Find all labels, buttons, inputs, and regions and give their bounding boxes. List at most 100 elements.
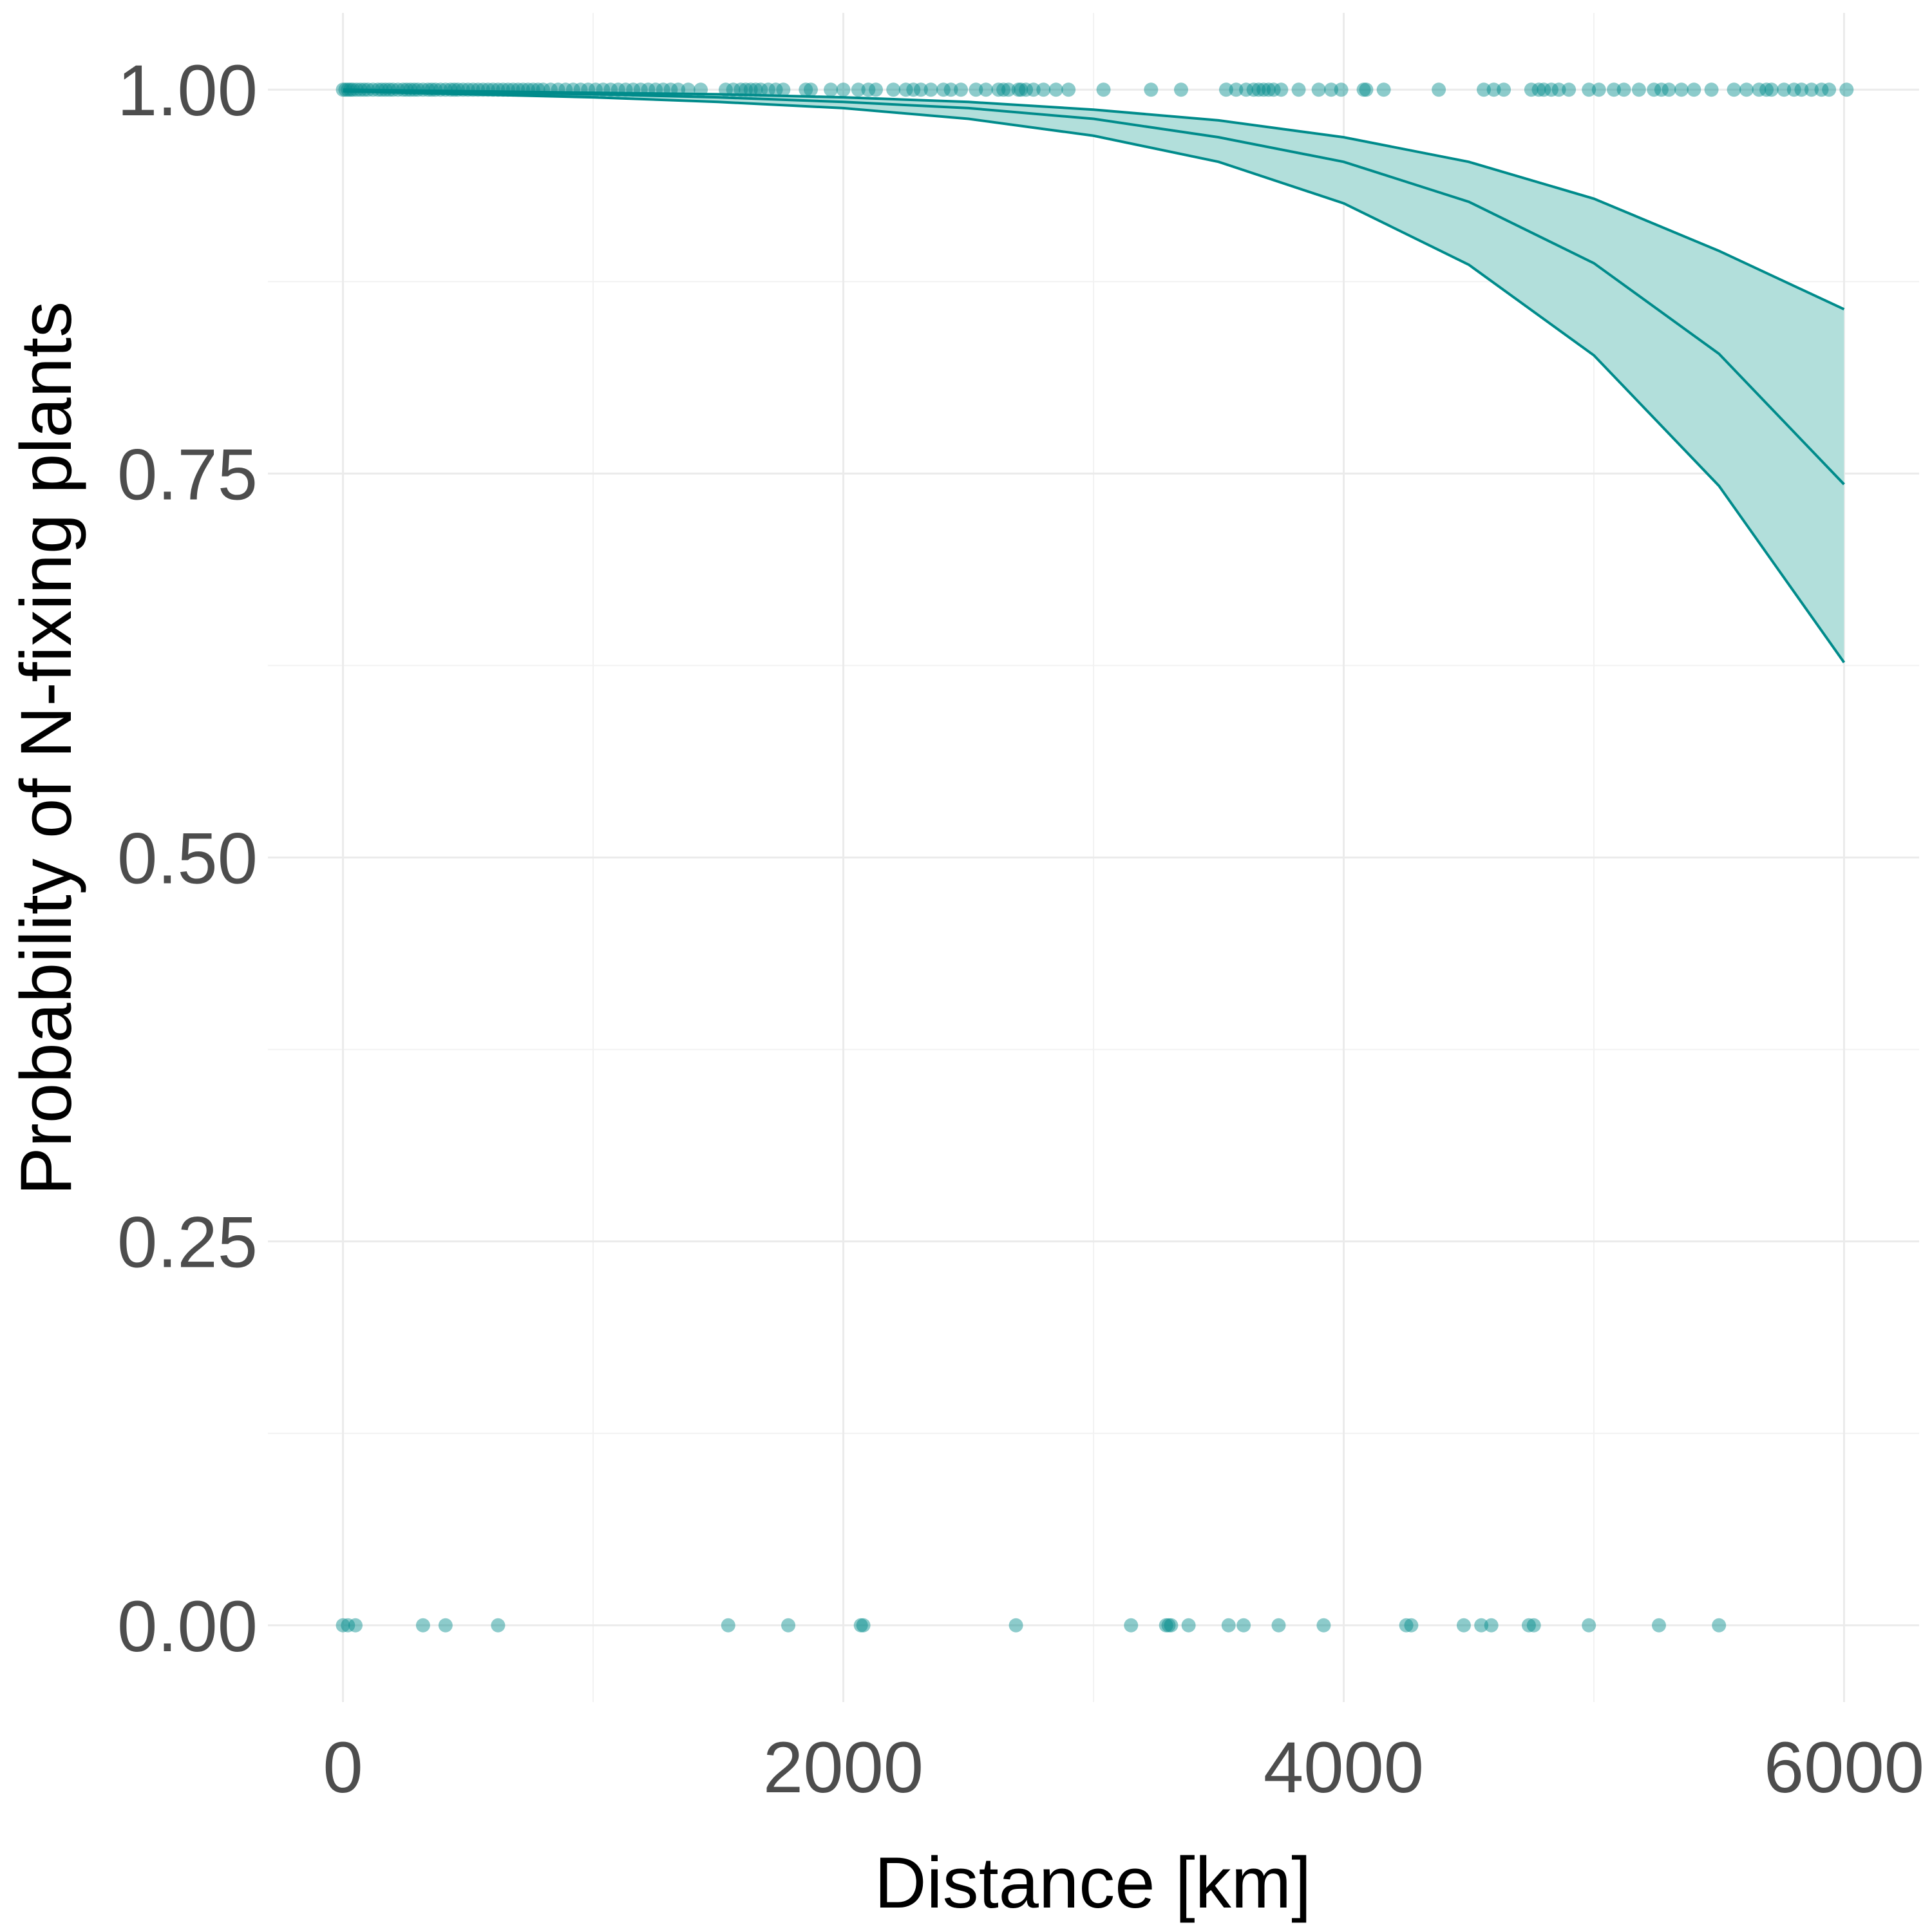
fit-lines-layer bbox=[343, 88, 1846, 663]
data-point bbox=[1704, 82, 1719, 97]
data-point bbox=[1356, 82, 1371, 97]
data-point bbox=[1026, 82, 1041, 97]
data-point bbox=[1582, 1618, 1596, 1633]
data-point bbox=[1764, 82, 1779, 97]
data-point bbox=[1712, 1618, 1727, 1633]
x-tick-label: 0 bbox=[323, 1727, 363, 1808]
data-point bbox=[491, 1618, 506, 1633]
y-tick-label: 0.50 bbox=[117, 819, 258, 899]
data-point bbox=[1591, 82, 1606, 97]
data-point bbox=[1334, 82, 1349, 97]
data-point bbox=[1544, 82, 1558, 97]
data-point bbox=[336, 1618, 350, 1633]
data-point bbox=[1221, 1618, 1236, 1633]
data-point bbox=[1404, 1618, 1419, 1633]
data-point bbox=[1144, 82, 1159, 97]
data-point bbox=[1786, 82, 1801, 97]
data-point bbox=[1161, 1618, 1176, 1633]
y-tick-label: 0.25 bbox=[117, 1202, 258, 1283]
y-axis-title: Probability of N-fixing plants bbox=[6, 301, 86, 1195]
tick-labels-layer: 0 2000 4000 6000 0.00 0.25 0.50 0.75 1.00 bbox=[117, 50, 1924, 1808]
data-point bbox=[438, 1618, 453, 1633]
data-point bbox=[739, 82, 753, 97]
data-point bbox=[853, 1618, 868, 1633]
data-point bbox=[943, 82, 958, 97]
data-point bbox=[1654, 82, 1669, 97]
data-point bbox=[1822, 82, 1837, 97]
y-tick-label: 1.00 bbox=[117, 50, 258, 131]
data-point bbox=[1777, 82, 1792, 97]
data-point bbox=[1497, 82, 1511, 97]
data-point bbox=[1236, 1618, 1251, 1633]
x-tick-label: 6000 bbox=[1764, 1727, 1924, 1808]
data-point bbox=[748, 82, 763, 97]
data-point bbox=[1376, 82, 1391, 97]
data-point bbox=[1531, 82, 1546, 97]
data-point bbox=[1229, 82, 1244, 97]
data-point bbox=[734, 82, 748, 97]
lower-ci-line bbox=[343, 90, 1846, 663]
data-point bbox=[1651, 1618, 1666, 1633]
data-point bbox=[851, 82, 866, 97]
data-point bbox=[1124, 1618, 1139, 1633]
data-point bbox=[1164, 1618, 1179, 1633]
data-point bbox=[753, 82, 768, 97]
data-point bbox=[1061, 82, 1076, 97]
data-point bbox=[1839, 82, 1854, 97]
y-tick-label: 0.75 bbox=[117, 434, 258, 515]
data-point bbox=[1674, 82, 1689, 97]
data-point bbox=[824, 82, 838, 97]
data-point bbox=[1271, 1618, 1286, 1633]
data-point bbox=[1019, 82, 1034, 97]
data-point bbox=[1014, 82, 1028, 97]
data-point bbox=[1048, 82, 1063, 97]
data-point bbox=[1036, 82, 1051, 97]
upper-ci-line bbox=[343, 88, 1845, 311]
data-point bbox=[1759, 82, 1774, 97]
data-point bbox=[969, 82, 983, 97]
data-point bbox=[799, 82, 813, 97]
data-point bbox=[1486, 82, 1501, 97]
data-point bbox=[1291, 82, 1306, 97]
data-point bbox=[996, 82, 1011, 97]
data-point bbox=[1359, 82, 1374, 97]
data-point bbox=[1274, 82, 1289, 97]
data-point bbox=[1181, 1618, 1196, 1633]
data-point bbox=[886, 82, 901, 97]
data-point bbox=[1804, 82, 1819, 97]
data-point bbox=[1159, 1618, 1173, 1633]
data-point bbox=[1001, 82, 1016, 97]
data-point bbox=[1647, 82, 1662, 97]
data-point bbox=[1011, 82, 1026, 97]
data-point bbox=[1096, 82, 1111, 97]
data-point bbox=[923, 82, 938, 97]
data-point bbox=[776, 82, 791, 97]
data-point bbox=[856, 1618, 871, 1633]
data-point bbox=[1582, 82, 1596, 97]
data-point bbox=[1238, 82, 1253, 97]
data-point bbox=[898, 82, 913, 97]
x-tick-label: 4000 bbox=[1264, 1727, 1424, 1808]
data-point bbox=[761, 82, 775, 97]
data-point bbox=[1739, 82, 1754, 97]
grid bbox=[268, 13, 1919, 1702]
data-point bbox=[1551, 82, 1566, 97]
data-point bbox=[1662, 82, 1676, 97]
data-point bbox=[1261, 82, 1276, 97]
data-point bbox=[1246, 82, 1261, 97]
data-point bbox=[726, 82, 741, 97]
data-point bbox=[1316, 1618, 1331, 1633]
x-axis-title: Distance [km] bbox=[875, 1842, 1311, 1923]
data-point bbox=[781, 1618, 796, 1633]
data-point bbox=[913, 82, 928, 97]
data-point bbox=[1752, 82, 1766, 97]
data-point bbox=[1631, 82, 1646, 97]
data-point bbox=[869, 82, 884, 97]
x-tick-label: 2000 bbox=[763, 1727, 923, 1808]
data-point bbox=[1474, 1618, 1489, 1633]
data-point bbox=[1456, 1618, 1471, 1633]
confidence-ribbon bbox=[343, 90, 1844, 663]
data-point bbox=[1794, 82, 1809, 97]
data-point bbox=[1009, 1618, 1023, 1633]
data-point bbox=[1311, 82, 1326, 97]
